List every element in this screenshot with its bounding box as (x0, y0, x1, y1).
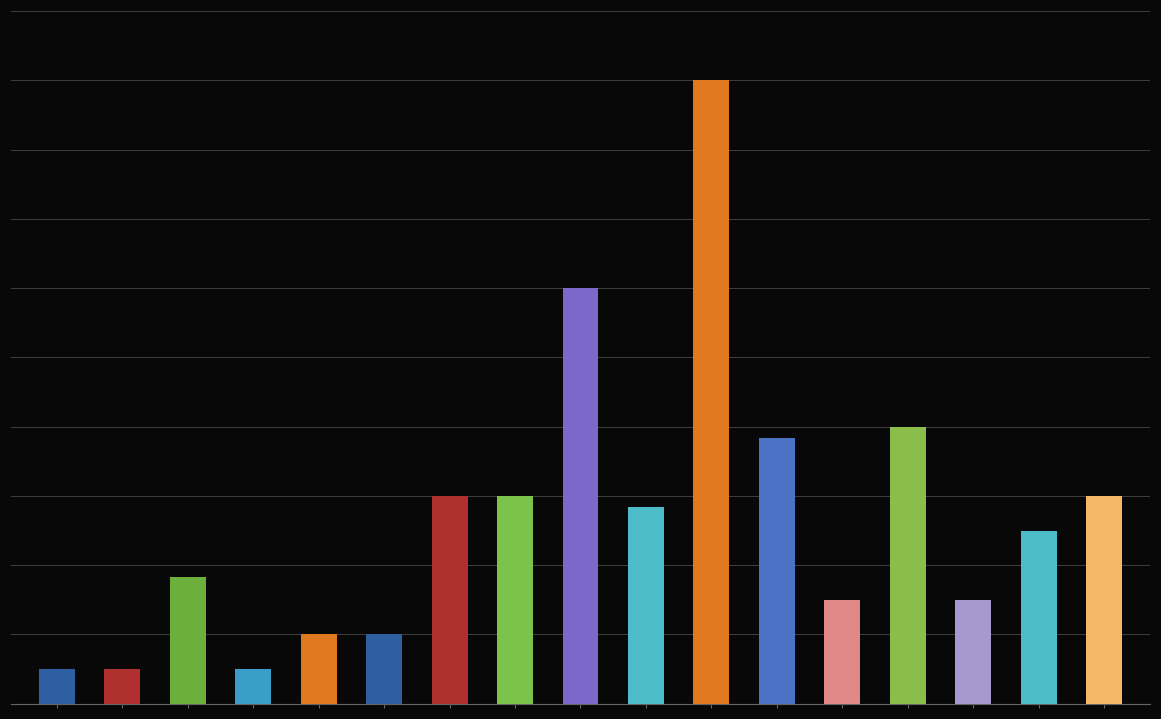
Bar (628, 508, 664, 704)
Bar (366, 634, 402, 704)
Bar (824, 600, 860, 704)
Bar (1086, 496, 1122, 704)
Bar (301, 634, 337, 704)
Bar (432, 496, 468, 704)
Bar (39, 669, 75, 704)
Bar (1021, 531, 1057, 704)
Bar (236, 669, 272, 704)
Bar (497, 496, 533, 704)
Bar (104, 669, 140, 704)
Bar (693, 81, 729, 704)
Bar (759, 438, 795, 704)
Bar (170, 577, 205, 704)
Bar (889, 426, 925, 704)
Bar (562, 288, 599, 704)
Bar (956, 600, 991, 704)
